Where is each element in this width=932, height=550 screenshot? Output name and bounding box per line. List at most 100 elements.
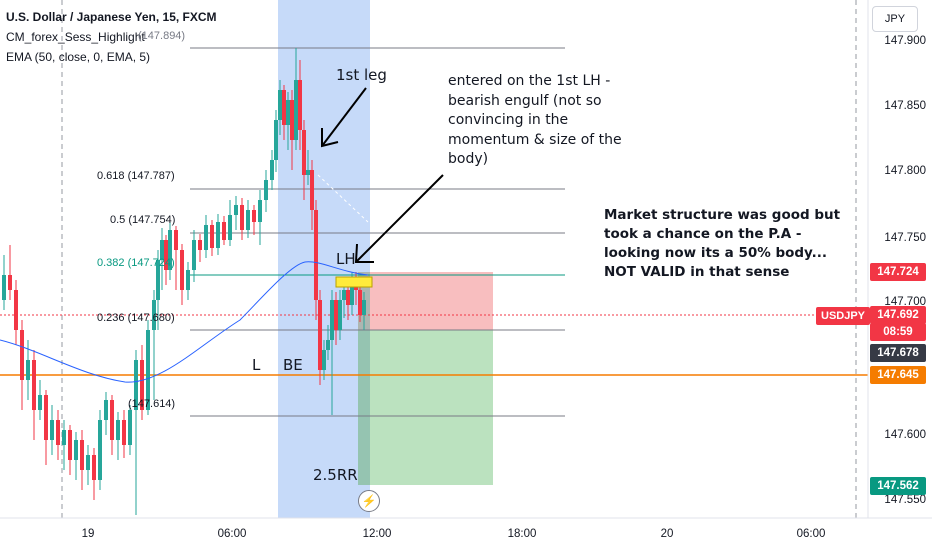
price-tick: 147.750 — [884, 232, 926, 244]
candle-body — [228, 215, 232, 240]
candle-body — [116, 420, 120, 440]
candle-body — [50, 420, 54, 440]
orange-level-badge: 147.645 — [870, 366, 926, 384]
candles — [2, 48, 366, 515]
time-tick: 06:00 — [796, 528, 826, 540]
price-tick: 147.600 — [884, 429, 926, 441]
last-price-badge: 147.692 — [870, 306, 926, 324]
candle-body — [210, 225, 214, 248]
candle-body — [14, 290, 18, 330]
candle-body — [264, 180, 268, 200]
candle-body — [146, 330, 150, 410]
candle-body — [290, 100, 294, 140]
time-tick: 19 — [81, 528, 95, 540]
candle-body — [8, 275, 12, 290]
stop-loss-zone — [358, 272, 493, 330]
candle-body — [252, 210, 256, 222]
price-tick: 147.900 — [884, 35, 926, 47]
arrow-1st-leg — [321, 87, 367, 148]
price-tick: 147.850 — [884, 100, 926, 112]
candle-body — [160, 240, 164, 260]
candle-body — [74, 440, 78, 460]
candle-body — [134, 360, 138, 410]
take-profit-zone — [358, 330, 493, 485]
countdown-badge: 08:59 — [870, 323, 926, 341]
candle-body — [240, 205, 244, 230]
candle-body — [298, 80, 302, 130]
time-tick: 20 — [660, 528, 674, 540]
candle-body — [180, 250, 184, 290]
price-tick: 147.700 — [884, 296, 926, 308]
annotation-lh: LH — [336, 250, 356, 268]
fib-label-05: 0.5 (147.754) — [110, 214, 176, 226]
candle-body — [98, 420, 102, 480]
chart-title[interactable]: U.S. Dollar / Japanese Yen, 15, FXCM — [6, 10, 217, 24]
arrow-entry — [354, 174, 444, 263]
candle-body — [44, 395, 48, 440]
price-tick: 147.550 — [884, 494, 926, 506]
session-highlight — [278, 0, 370, 518]
candle-body — [38, 395, 42, 410]
price-axis — [868, 0, 932, 518]
time-tick: 12:00 — [362, 528, 392, 540]
bolt-icon[interactable]: ⚡ — [358, 490, 380, 512]
candle-body — [318, 300, 322, 370]
candle-body — [358, 290, 362, 315]
candle-body — [62, 430, 66, 445]
candle-body — [68, 430, 72, 460]
candle-body — [156, 260, 160, 300]
candle-body — [338, 300, 342, 330]
candle-body — [204, 225, 208, 250]
fib-label-0618: 0.618 (147.787) — [97, 170, 175, 182]
candle-body — [302, 130, 306, 175]
candle-body — [314, 210, 318, 300]
candle-body — [246, 210, 250, 230]
candle-body — [122, 420, 126, 445]
time-tick: 06:00 — [217, 528, 247, 540]
annotation-structure-note: Market structure was good but took a cha… — [604, 207, 841, 280]
candle-body — [342, 290, 346, 300]
indicator-ema[interactable]: EMA (50, close, 0, EMA, 5) — [6, 50, 151, 64]
annotation-l: L — [252, 356, 261, 374]
candle-body — [216, 222, 220, 248]
candle-body — [286, 100, 290, 125]
target-price-badge: 147.562 — [870, 477, 926, 495]
candle-body — [128, 410, 132, 445]
candle-body — [270, 160, 274, 180]
candle-body — [104, 400, 108, 420]
lh-highlight-box — [335, 276, 373, 288]
entry-price-badge: 147.724 — [870, 263, 926, 281]
candle-body — [32, 360, 36, 410]
candle-body — [2, 275, 6, 300]
candle-body — [278, 90, 282, 120]
candle-body — [152, 300, 156, 330]
annotation-first-leg: 1st leg — [336, 66, 387, 84]
candle-body — [168, 230, 172, 270]
candle-body — [306, 170, 310, 175]
candle-body — [310, 170, 314, 210]
candle-body — [222, 222, 226, 240]
candle-body — [164, 240, 168, 270]
candle-body — [140, 360, 144, 410]
candle-body — [56, 420, 60, 445]
candle-body — [258, 200, 262, 222]
candle-body — [20, 330, 24, 380]
fib-label-0236: 0.236 (147.680) — [97, 312, 175, 324]
candle-body — [346, 290, 350, 305]
fib-label-0382: 0.382 (147.724) — [97, 257, 175, 269]
currency-button[interactable]: JPY — [872, 6, 918, 32]
symbol-badge: USDJPY — [816, 307, 871, 325]
fib-label-bottom: (147.614) — [128, 398, 176, 410]
candle-body — [186, 270, 190, 290]
candle-body — [294, 80, 298, 140]
fib-label-top: (147.894) — [138, 30, 186, 42]
candle-body — [110, 400, 114, 440]
indicator-session-highlight[interactable]: CM_forex_Sess_Highlight — [6, 30, 145, 44]
candle-body — [92, 455, 96, 480]
candle-body — [282, 90, 286, 125]
candle-body — [26, 360, 30, 380]
candle-body — [330, 300, 334, 340]
candle-body — [234, 205, 238, 215]
time-tick: 18:00 — [507, 528, 537, 540]
